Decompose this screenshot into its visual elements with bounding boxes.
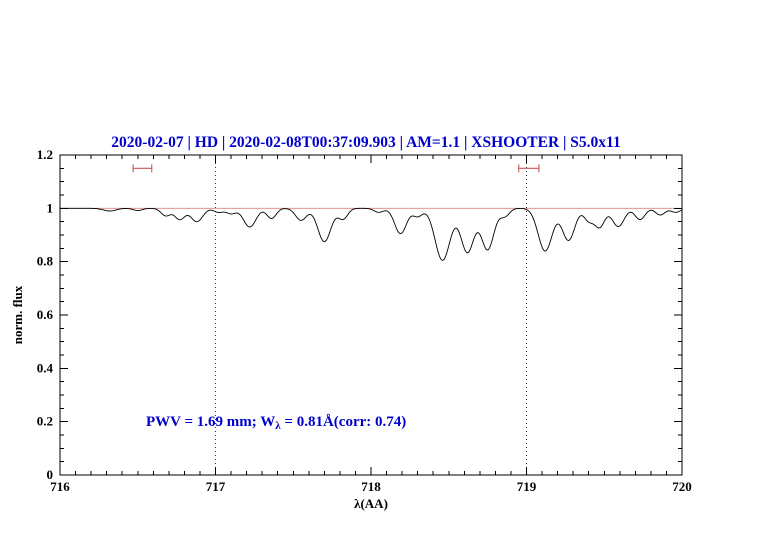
annotation-part2: = 0.81Å(corr: 0.74) [281, 414, 407, 430]
y-tick-label: 0.4 [37, 360, 54, 375]
y-tick-label: 0 [47, 467, 54, 482]
grid-lines [215, 155, 527, 475]
x-tick-label: 717 [206, 479, 226, 494]
x-tick-label: 716 [50, 479, 70, 494]
plot-title: 2020-02-07 | HD | 2020-02-08T00:37:09.90… [111, 134, 620, 151]
pwv-annotation: PWV = 1.69 mm; Wλ = 0.81Å(corr: 0.74) [146, 414, 406, 432]
y-tick-label: 0.6 [37, 307, 54, 322]
interval-markers [132, 164, 540, 173]
interval-marker [518, 164, 540, 173]
x-tick-label: 718 [361, 479, 381, 494]
y-axis-label: norm. flux [10, 285, 25, 344]
axes-and-ticks: 716 717 718 719 720 0 0.2 0.4 0.6 0.8 1 1.2 [37, 147, 692, 494]
annotation-part1: PWV = 1.69 mm; W [146, 414, 275, 430]
y-tick-label: 0.8 [37, 254, 54, 269]
y-tick-label: 1 [47, 200, 54, 215]
spectrum-series [60, 207, 683, 261]
spectrum-line [60, 207, 683, 261]
x-tick-label: 720 [672, 479, 692, 494]
x-axis-label: λ(AA) [354, 496, 388, 511]
annotation-lambda-subscript: λ [275, 420, 281, 432]
y-tick-label: 0.2 [37, 414, 53, 429]
x-tick-label: 719 [517, 479, 537, 494]
y-tick-label: 1.2 [37, 147, 53, 162]
interval-marker [132, 164, 153, 173]
